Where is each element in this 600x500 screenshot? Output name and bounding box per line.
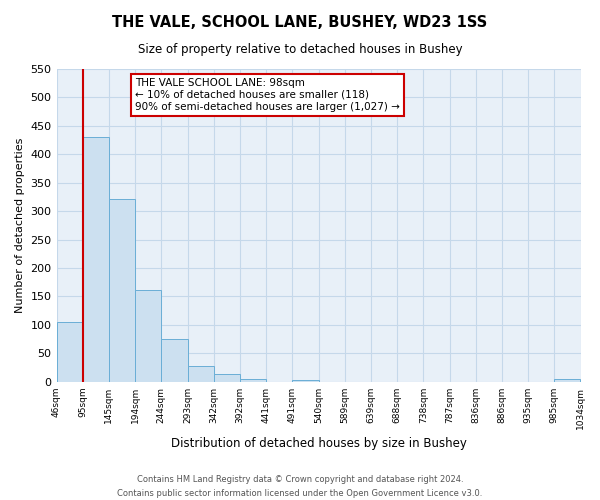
Bar	[56, 322, 83, 382]
Bar	[188, 366, 214, 382]
Text: Contains HM Land Registry data © Crown copyright and database right 2024.
Contai: Contains HM Land Registry data © Crown c…	[118, 476, 482, 498]
Text: Size of property relative to detached houses in Bushey: Size of property relative to detached ho…	[137, 42, 463, 56]
Bar	[109, 198, 135, 382]
Bar	[161, 339, 188, 382]
Bar	[214, 374, 240, 382]
Bar	[83, 137, 109, 382]
Text: THE VALE, SCHOOL LANE, BUSHEY, WD23 1SS: THE VALE, SCHOOL LANE, BUSHEY, WD23 1SS	[112, 15, 488, 30]
Text: THE VALE SCHOOL LANE: 98sqm
← 10% of detached houses are smaller (118)
90% of se: THE VALE SCHOOL LANE: 98sqm ← 10% of det…	[135, 78, 400, 112]
X-axis label: Distribution of detached houses by size in Bushey: Distribution of detached houses by size …	[170, 437, 466, 450]
Bar	[240, 379, 266, 382]
Bar	[554, 379, 580, 382]
Bar	[135, 290, 161, 382]
Y-axis label: Number of detached properties: Number of detached properties	[15, 138, 25, 313]
Bar	[292, 380, 319, 382]
